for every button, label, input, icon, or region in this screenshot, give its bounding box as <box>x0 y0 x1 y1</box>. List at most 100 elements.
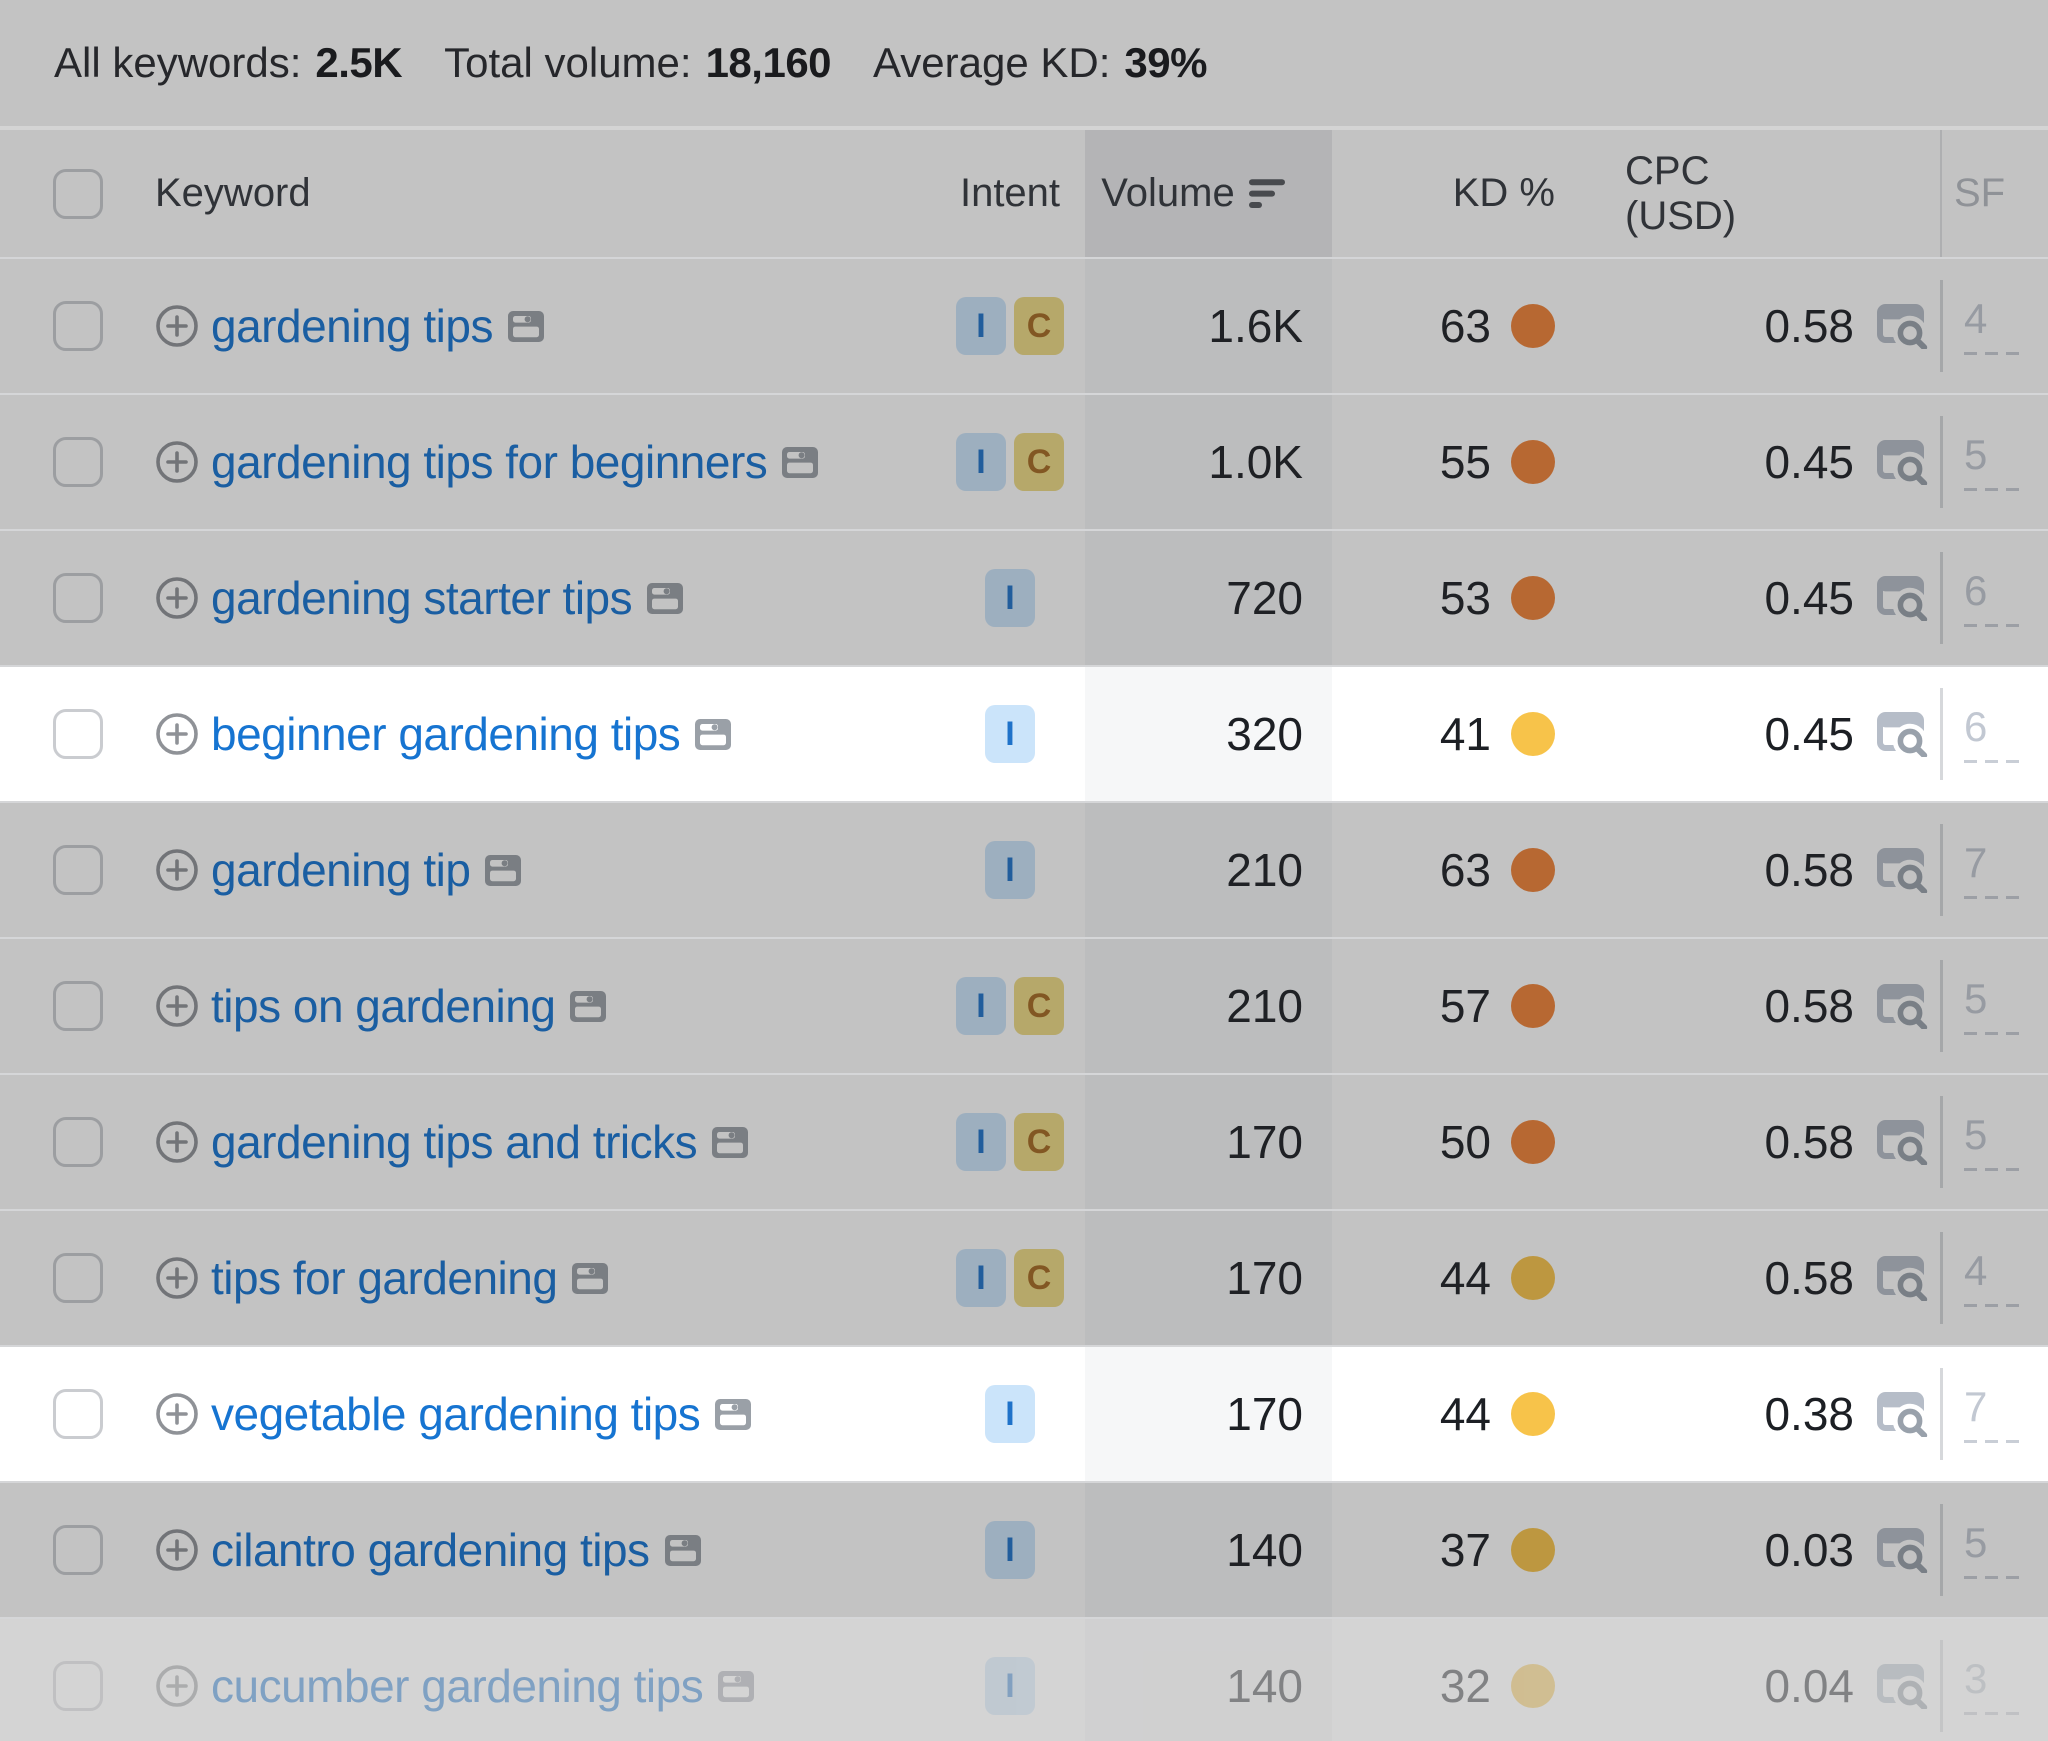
serp-preview-button[interactable] <box>1877 1391 1931 1437</box>
serp-snapshot-icon[interactable] <box>644 577 686 619</box>
keyword-link[interactable]: beginner gardening tips <box>211 708 681 760</box>
sf-count[interactable]: 3 <box>1964 1657 2026 1715</box>
sf-cell: 5 <box>1940 1483 2048 1617</box>
serp-snapshot-icon[interactable] <box>569 1257 611 1299</box>
kd-header-label: KD % <box>1452 171 1555 215</box>
row-checkbox[interactable] <box>53 709 103 759</box>
volume-value: 720 <box>1085 531 1332 665</box>
add-keyword-button[interactable] <box>155 848 199 892</box>
serp-preview-button[interactable] <box>1877 1255 1931 1301</box>
add-keyword-button[interactable] <box>155 440 199 484</box>
column-header-keyword[interactable]: Keyword <box>122 130 935 257</box>
serp-preview-button[interactable] <box>1877 847 1931 893</box>
cpc-value: 0.45 <box>1764 572 1854 624</box>
keyword-link[interactable]: gardening tips and tricks <box>211 1116 698 1168</box>
kd-cell: 63 <box>1332 259 1625 393</box>
sf-count[interactable]: 4 <box>1964 1249 2026 1307</box>
add-keyword-button[interactable] <box>155 1392 199 1436</box>
sf-dashed-underline <box>1964 1439 2026 1443</box>
row-checkbox[interactable] <box>53 301 103 351</box>
serp-snapshot-icon[interactable] <box>567 985 609 1027</box>
sf-cell: 6 <box>1940 667 2048 801</box>
intent-badges: I <box>935 667 1085 801</box>
cpc-value: 0.04 <box>1764 1660 1854 1712</box>
add-keyword-button[interactable] <box>155 1664 199 1708</box>
keyword-cell: cilantro gardening tips <box>122 1483 935 1617</box>
sf-count[interactable]: 5 <box>1964 433 2026 491</box>
serp-snapshot-icon[interactable] <box>715 1665 757 1707</box>
sf-cell: 7 <box>1940 1347 2048 1481</box>
serp-snapshot-icon[interactable] <box>712 1393 754 1435</box>
kd-difficulty-dot <box>1511 848 1555 892</box>
column-header-intent[interactable]: Intent <box>935 130 1085 257</box>
serp-preview-button[interactable] <box>1877 983 1931 1029</box>
add-keyword-button[interactable] <box>155 1528 199 1572</box>
sf-cell: 4 <box>1940 1211 2048 1345</box>
add-keyword-button[interactable] <box>155 1256 199 1300</box>
keyword-link[interactable]: gardening tips <box>211 300 493 352</box>
keyword-link[interactable]: vegetable gardening tips <box>211 1388 701 1440</box>
serp-preview-button[interactable] <box>1877 303 1931 349</box>
row-checkbox[interactable] <box>53 1389 103 1439</box>
add-keyword-button[interactable] <box>155 1120 199 1164</box>
add-keyword-button[interactable] <box>155 304 199 348</box>
sf-count[interactable]: 5 <box>1964 1521 2026 1579</box>
column-header-cpc[interactable]: CPC (USD) <box>1625 130 1868 257</box>
add-keyword-button[interactable] <box>155 576 199 620</box>
keyword-link[interactable]: gardening tips for beginners <box>211 436 768 488</box>
row-checkbox[interactable] <box>53 1117 103 1167</box>
add-keyword-button[interactable] <box>155 712 199 756</box>
serp-snapshot-icon[interactable] <box>662 1529 704 1571</box>
serp-snapshot-icon[interactable] <box>505 305 547 347</box>
serp-preview-button[interactable] <box>1877 711 1931 757</box>
sf-count[interactable]: 7 <box>1964 841 2026 899</box>
summary-average-kd: Average KD: 39% <box>873 39 1207 87</box>
average-kd-value: 39% <box>1124 39 1207 86</box>
sf-count[interactable]: 6 <box>1964 569 2026 627</box>
sf-count[interactable]: 4 <box>1964 297 2026 355</box>
serp-preview-button[interactable] <box>1877 1527 1931 1573</box>
select-all-checkbox[interactable] <box>53 168 103 219</box>
serp-preview-button[interactable] <box>1877 439 1931 485</box>
intent-badge-commercial: C <box>1014 433 1064 491</box>
serp-snapshot-icon[interactable] <box>779 441 821 483</box>
row-checkbox[interactable] <box>53 845 103 895</box>
sort-desc-icon <box>1248 178 1285 208</box>
kd-difficulty-dot <box>1511 1120 1555 1164</box>
serp-preview-button[interactable] <box>1877 575 1931 621</box>
keyword-link[interactable]: tips on gardening <box>211 980 556 1032</box>
serp-preview-button[interactable] <box>1877 1119 1931 1165</box>
row-checkbox[interactable] <box>53 1661 103 1711</box>
add-keyword-button[interactable] <box>155 984 199 1028</box>
column-header-volume[interactable]: Volume <box>1085 130 1332 257</box>
intent-badge-informational: I <box>956 977 1006 1035</box>
keyword-link[interactable]: gardening starter tips <box>211 572 633 624</box>
table-row: cucumber gardening tips I 140 32 0.04 <box>0 1619 2048 1741</box>
serp-snapshot-icon[interactable] <box>692 713 734 755</box>
row-checkbox[interactable] <box>53 1525 103 1575</box>
column-header-kd[interactable]: KD % <box>1332 130 1625 257</box>
intent-badges: I <box>935 1347 1085 1481</box>
row-checkbox[interactable] <box>53 573 103 623</box>
sf-count[interactable]: 5 <box>1964 1113 2026 1171</box>
row-checkbox[interactable] <box>53 981 103 1031</box>
serp-snapshot-icon[interactable] <box>482 849 524 891</box>
keyword-link[interactable]: cucumber gardening tips <box>211 1660 704 1712</box>
keyword-link[interactable]: cilantro gardening tips <box>211 1524 650 1576</box>
row-checkbox[interactable] <box>53 1253 103 1303</box>
sf-count[interactable]: 7 <box>1964 1385 2026 1443</box>
keyword-link[interactable]: tips for gardening <box>211 1252 558 1304</box>
column-header-sf[interactable]: SF <box>1940 130 2048 257</box>
row-checkbox[interactable] <box>53 437 103 487</box>
serp-preview-button[interactable] <box>1877 1663 1931 1709</box>
serp-cell <box>1868 667 1940 801</box>
serp-snapshot-icon[interactable] <box>709 1121 751 1163</box>
keyword-link[interactable]: gardening tip <box>211 844 471 896</box>
sf-count[interactable]: 5 <box>1964 977 2026 1035</box>
kd-cell: 44 <box>1332 1347 1625 1481</box>
sf-count[interactable]: 6 <box>1964 705 2026 763</box>
volume-value: 170 <box>1085 1347 1332 1481</box>
intent-badge-informational: I <box>985 841 1035 899</box>
volume-value: 210 <box>1085 939 1332 1073</box>
